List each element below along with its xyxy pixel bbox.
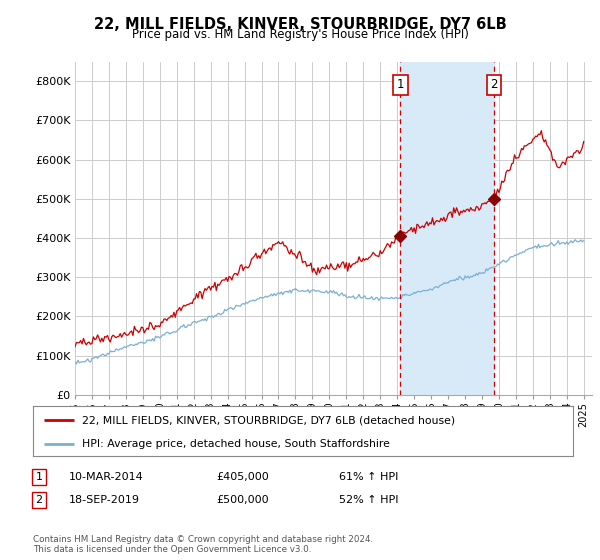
Text: Contains HM Land Registry data © Crown copyright and database right 2024.
This d: Contains HM Land Registry data © Crown c…: [33, 535, 373, 554]
Text: Price paid vs. HM Land Registry's House Price Index (HPI): Price paid vs. HM Land Registry's House …: [131, 28, 469, 41]
Bar: [400, 62, 494, 395]
Text: 2: 2: [35, 495, 43, 505]
Text: 10-MAR-2014: 10-MAR-2014: [69, 472, 144, 482]
Text: 52% ↑ HPI: 52% ↑ HPI: [339, 495, 398, 505]
Text: 1: 1: [397, 78, 404, 91]
Text: 1: 1: [35, 472, 43, 482]
Text: £500,000: £500,000: [216, 495, 269, 505]
Text: 22, MILL FIELDS, KINVER, STOURBRIDGE, DY7 6LB: 22, MILL FIELDS, KINVER, STOURBRIDGE, DY…: [94, 17, 506, 32]
Text: 61% ↑ HPI: 61% ↑ HPI: [339, 472, 398, 482]
Text: 22, MILL FIELDS, KINVER, STOURBRIDGE, DY7 6LB (detached house): 22, MILL FIELDS, KINVER, STOURBRIDGE, DY…: [82, 415, 455, 425]
Text: 18-SEP-2019: 18-SEP-2019: [69, 495, 140, 505]
Text: HPI: Average price, detached house, South Staffordshire: HPI: Average price, detached house, Sout…: [82, 439, 389, 449]
Text: £405,000: £405,000: [216, 472, 269, 482]
Text: 2: 2: [490, 78, 498, 91]
